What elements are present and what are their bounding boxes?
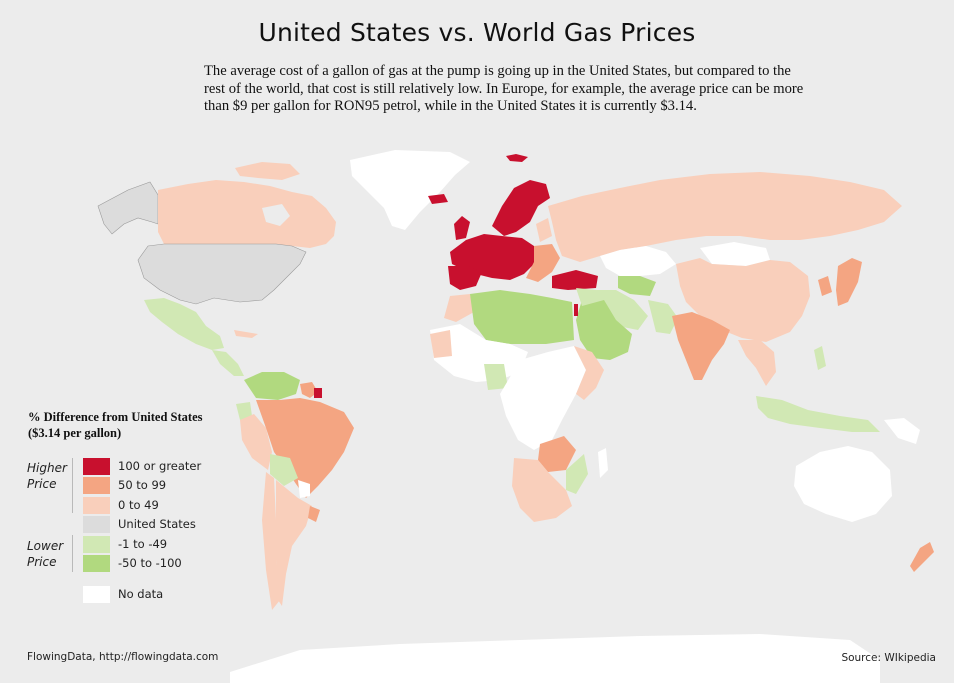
region-ecuador bbox=[236, 402, 252, 420]
legend-label-100-or-greater: 100 or greater bbox=[118, 459, 202, 473]
legend-lower-bracket bbox=[72, 535, 73, 572]
legend-label-50-to-99: 50 to 99 bbox=[118, 478, 167, 492]
region-scandinavia bbox=[492, 180, 550, 236]
legend-title: % Difference from United States ($3.14 p… bbox=[28, 409, 228, 441]
region-peru bbox=[240, 414, 272, 470]
region-colombia-venezuela bbox=[244, 372, 300, 400]
region-iraq-syria bbox=[576, 288, 604, 306]
page-title: United States vs. World Gas Prices bbox=[258, 18, 696, 47]
region-bolivia bbox=[270, 454, 298, 486]
region-uk bbox=[454, 216, 470, 240]
region-argentina bbox=[276, 480, 312, 606]
region-japan bbox=[836, 258, 862, 306]
legend-swatch-minus1-to-minus49 bbox=[83, 536, 110, 553]
legend-higher-label: Higher Price bbox=[27, 461, 67, 491]
region-western-sahara bbox=[430, 330, 452, 358]
region-cuba bbox=[234, 330, 258, 338]
legend-label-no-data: No data bbox=[118, 587, 164, 601]
region-israel bbox=[574, 304, 578, 316]
region-india bbox=[672, 312, 730, 380]
region-morocco bbox=[444, 294, 474, 322]
region-canada-arctic bbox=[235, 162, 300, 180]
region-french-guiana bbox=[314, 388, 322, 398]
region-iberia bbox=[448, 266, 482, 290]
region-turkey bbox=[552, 270, 598, 290]
region-united-states bbox=[137, 243, 307, 305]
legend-title-line1: % Difference from United States bbox=[28, 410, 203, 424]
region-indochina bbox=[738, 340, 776, 386]
region-north-africa bbox=[470, 290, 574, 344]
region-eastern-europe bbox=[526, 244, 560, 282]
region-mozambique bbox=[566, 454, 588, 494]
region-nigeria bbox=[484, 364, 508, 390]
legend-swatch-100-or-greater bbox=[83, 458, 110, 475]
region-uruguay bbox=[308, 506, 320, 522]
legend-title-line2: ($3.14 per gallon) bbox=[28, 426, 122, 440]
legend-swatch-united-states bbox=[83, 516, 110, 533]
region-central-africa bbox=[500, 346, 586, 450]
region-indonesia bbox=[756, 396, 880, 432]
region-greenland bbox=[350, 150, 470, 230]
legend-swatch-50-to-99 bbox=[83, 477, 110, 494]
region-central-asia bbox=[618, 276, 656, 296]
legend-swatch-no-data bbox=[83, 586, 110, 603]
region-russia bbox=[548, 172, 902, 262]
region-kazakhstan bbox=[600, 246, 676, 276]
region-alaska bbox=[97, 181, 159, 235]
region-east-africa bbox=[574, 346, 604, 400]
region-new-guinea bbox=[884, 418, 920, 444]
legend-label-minus1-to-minus49: -1 to -49 bbox=[118, 537, 168, 551]
region-brazil bbox=[256, 398, 354, 498]
region-antarctica bbox=[230, 634, 880, 683]
region-chile bbox=[262, 472, 280, 610]
region-paraguay bbox=[298, 480, 310, 498]
region-tanzania-zambia bbox=[538, 436, 576, 472]
region-new-zealand bbox=[910, 542, 934, 572]
region-korea bbox=[818, 276, 832, 296]
source-text: Source: WIkipedia bbox=[841, 652, 936, 664]
region-mexico bbox=[144, 298, 224, 350]
region-madagascar bbox=[598, 448, 608, 478]
region-central-america bbox=[212, 350, 244, 376]
credit-text: FlowingData, http://flowingdata.com bbox=[27, 651, 219, 663]
legend-swatch-minus50-to-minus100 bbox=[83, 555, 110, 572]
region-guyanas bbox=[300, 382, 318, 398]
region-baltics bbox=[536, 218, 552, 242]
region-philippines bbox=[814, 346, 826, 370]
region-southern-africa bbox=[512, 458, 572, 522]
region-svalbard bbox=[506, 154, 528, 162]
legend-higher-bracket bbox=[72, 458, 73, 513]
region-iran bbox=[596, 290, 648, 330]
region-afghanistan-pakistan bbox=[648, 300, 678, 334]
legend-label-0-to-49: 0 to 49 bbox=[118, 498, 159, 512]
legend-label-united-states: United States bbox=[118, 517, 196, 531]
region-australia bbox=[794, 446, 892, 522]
map-description: The average cost of a gallon of gas at t… bbox=[204, 63, 804, 114]
region-canada bbox=[158, 180, 336, 248]
legend-swatch-0-to-49 bbox=[83, 497, 110, 514]
legend-label-minus50-to-minus100: -50 to -100 bbox=[118, 556, 182, 570]
region-hudson-bay bbox=[262, 204, 290, 226]
region-mongolia bbox=[700, 242, 770, 266]
world-map bbox=[97, 150, 934, 683]
region-iceland bbox=[428, 194, 448, 204]
region-arabia bbox=[576, 300, 632, 360]
legend-lower-label: Lower Price bbox=[27, 539, 64, 569]
